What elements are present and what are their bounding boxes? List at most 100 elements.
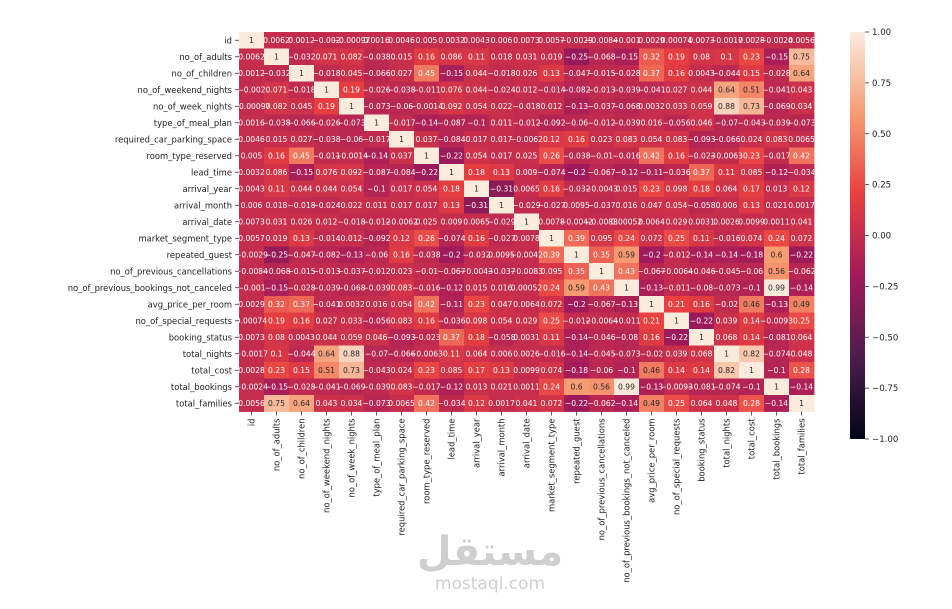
heatmap-cell <box>664 114 690 132</box>
heatmap-cell <box>339 98 365 115</box>
cell-value-label: 0.015 <box>616 185 638 194</box>
heatmap-cell <box>339 180 365 198</box>
cell-value-label: −0.14 <box>790 383 813 392</box>
cell-value-label: 0.0012 <box>288 36 315 45</box>
heatmap-cell <box>789 362 815 379</box>
cell-value-label: 0.73 <box>743 102 760 111</box>
cell-value-label: −0.22 <box>440 152 463 161</box>
heatmap-cell <box>464 131 490 148</box>
cell-value-label: −0.067 <box>587 168 615 177</box>
cell-value-label: −0.0064 <box>585 317 618 326</box>
cell-value-label: −0.073 <box>337 119 365 128</box>
heatmap-cell <box>589 329 615 346</box>
heatmap-cell <box>414 345 440 363</box>
heatmap-cell <box>439 147 465 165</box>
heatmap-cell <box>439 32 465 49</box>
cell-value-label: 0.43 <box>618 267 635 276</box>
heatmap-cell <box>564 81 590 99</box>
cell-value-label: 0.0046 <box>238 135 265 144</box>
heatmap-cell <box>514 32 540 49</box>
cell-value-label: 0.23 <box>418 366 435 375</box>
heatmap-cell <box>739 395 765 412</box>
heatmap-cell <box>739 345 765 363</box>
heatmap-cell <box>264 114 290 132</box>
heatmap-cell <box>414 114 440 132</box>
cell-value-label: 0.23 <box>743 152 760 161</box>
cell-value-label: 0.64 <box>793 69 810 78</box>
cell-value-label: 1 <box>724 350 729 359</box>
heatmap-cell <box>714 246 740 264</box>
cell-value-label: 0.044 <box>466 86 488 95</box>
cell-value-label: −0.0043 <box>460 267 493 276</box>
heatmap-cell <box>439 114 465 132</box>
heatmap-cell <box>289 131 315 148</box>
heatmap-cell <box>539 164 565 181</box>
heatmap-cell <box>464 230 490 247</box>
cell-value-label: −0.14 <box>565 350 588 359</box>
heatmap-cell <box>764 131 790 148</box>
heatmap-cell <box>489 329 515 346</box>
heatmap-cell <box>389 164 415 181</box>
heatmap-cell <box>439 395 465 412</box>
cell-value-label: −0.06 <box>740 267 763 276</box>
heatmap-cell <box>664 98 690 115</box>
cell-value-label: −0.0017 <box>710 36 743 45</box>
heatmap-cell <box>514 345 540 363</box>
cell-value-label: 0.085 <box>441 366 463 375</box>
heatmap-cell <box>414 263 440 280</box>
cell-value-label: −0.032 <box>562 185 590 194</box>
cell-value-label: 0.037 <box>391 152 413 161</box>
heatmap-cell <box>639 378 665 396</box>
heatmap-cell <box>389 395 415 412</box>
cell-value-label: 0.072 <box>541 399 563 408</box>
cell-value-label: 0.072 <box>641 234 663 243</box>
heatmap-cell <box>239 378 265 396</box>
heatmap-cell <box>714 114 740 132</box>
cell-value-label: 0.006 <box>716 201 738 210</box>
heatmap-cell <box>239 296 265 313</box>
cell-value-label: 1 <box>674 317 679 326</box>
cell-value-label: 0.022 <box>341 201 363 210</box>
cell-value-label: −0.00097 <box>333 36 371 45</box>
heatmap-cell <box>789 230 815 247</box>
cell-value-label: −0.041 <box>312 383 340 392</box>
y-tick-label: no_of_children <box>172 68 232 78</box>
heatmap-cell <box>414 296 440 313</box>
heatmap-cell <box>539 296 565 313</box>
cell-value-label: 0.32 <box>643 53 660 62</box>
cell-value-label: −0.015 <box>287 267 315 276</box>
x-tick-label: no_of_previous_cancellations <box>597 419 607 541</box>
cell-value-label: −0.073 <box>362 102 390 111</box>
cell-value-label: 0.00052 <box>611 218 643 227</box>
heatmap-cell <box>339 147 365 165</box>
x-tick-label: repeated_guest <box>572 418 582 484</box>
heatmap-cell <box>264 230 290 247</box>
cell-value-label: 0.37 <box>443 333 460 342</box>
heatmap-cell <box>314 48 340 66</box>
cell-value-label: −0.0063 <box>410 350 443 359</box>
colorbar-tick-label: −1.00 <box>872 435 898 445</box>
heatmap-cell <box>464 246 490 264</box>
cell-value-label: −0.001 <box>612 36 640 45</box>
cell-value-label: 0.034 <box>341 399 363 408</box>
heatmap-cell <box>639 131 665 148</box>
heatmap-cell <box>289 345 315 363</box>
heatmap-cell <box>539 362 565 379</box>
cell-value-label: 0.82 <box>718 366 735 375</box>
cell-value-label: −0.25 <box>265 251 288 260</box>
heatmap-cell <box>414 197 440 214</box>
cell-value-label: 0.0032 <box>438 36 465 45</box>
cell-value-label: −0.062 <box>587 399 615 408</box>
cell-value-label: 0.044 <box>316 185 338 194</box>
cell-value-label: 0.0065 <box>513 185 540 194</box>
cell-value-label: −0.012 <box>512 119 540 128</box>
cell-value-label: −0.01 <box>590 152 613 161</box>
heatmap-cell <box>714 263 740 280</box>
heatmap-cell <box>314 279 340 297</box>
heatmap-cell <box>714 296 740 313</box>
cell-value-label: −0.015 <box>587 69 615 78</box>
heatmap-cell <box>414 213 440 231</box>
cell-value-label: −0.045 <box>587 350 615 359</box>
heatmap-cell <box>364 197 390 214</box>
heatmap-cell <box>389 296 415 313</box>
